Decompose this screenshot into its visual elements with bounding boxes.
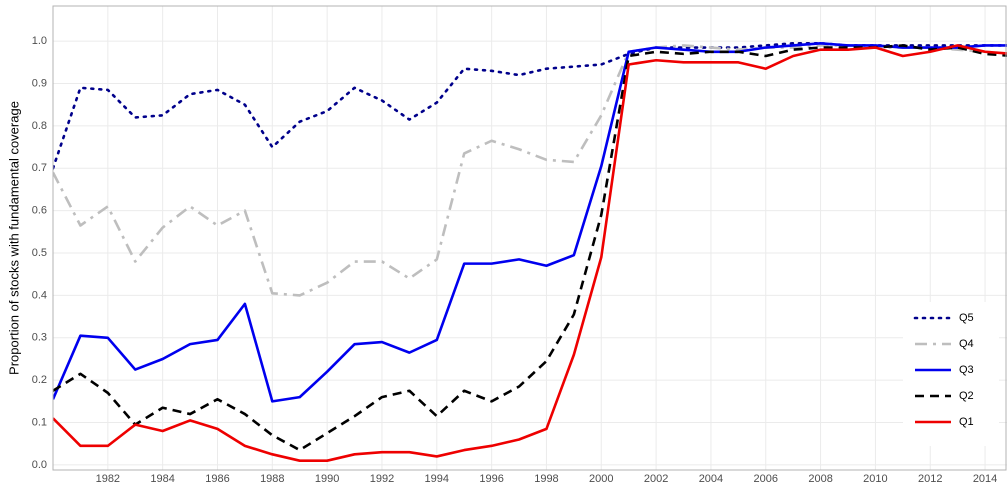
x-tick-label: 1984 xyxy=(150,473,174,485)
y-tick-label: 0.7 xyxy=(32,162,47,174)
series-line xyxy=(53,41,1007,170)
y-tick-label: 0.1 xyxy=(32,416,47,428)
x-tick-label: 1988 xyxy=(260,473,284,485)
series-line xyxy=(53,41,1007,403)
x-tick-label: 2002 xyxy=(644,473,668,485)
x-tick-label: 2008 xyxy=(808,473,832,485)
x-tick-label: 1992 xyxy=(370,473,394,485)
plot-lines xyxy=(53,41,1007,462)
y-tick-label: 0.3 xyxy=(32,332,47,344)
grid xyxy=(53,6,1007,470)
y-tick-label: 0.5 xyxy=(32,247,47,259)
x-tick-label: 2006 xyxy=(754,473,778,485)
legend-label: Q5 xyxy=(959,312,974,324)
legend-label: Q3 xyxy=(959,364,974,376)
legend-label: Q4 xyxy=(959,338,974,350)
y-tick-label: 0.6 xyxy=(32,205,47,217)
y-tick-label: 1.0 xyxy=(32,35,47,47)
x-tick-label: 1982 xyxy=(96,473,120,485)
series-line xyxy=(53,44,1007,452)
legend-label: Q1 xyxy=(959,416,974,428)
x-tick-label: 2014 xyxy=(973,473,997,485)
y-tick-label: 0.2 xyxy=(32,374,47,386)
y-tick-label: 0.0 xyxy=(32,459,47,471)
x-tick-label: 1998 xyxy=(534,473,558,485)
series-line xyxy=(53,44,1007,462)
x-tick-label: 2000 xyxy=(589,473,613,485)
plot-border xyxy=(52,5,1007,471)
legend-label: Q2 xyxy=(959,390,974,402)
legend-box xyxy=(903,302,999,446)
y-tick-label: 0.4 xyxy=(32,289,47,301)
y-tick-label: 0.8 xyxy=(32,120,47,132)
y-tick-label: 0.9 xyxy=(32,77,47,89)
x-tick-label: 1994 xyxy=(425,473,449,485)
legend: Q5 Q4 Q3 Q2 Q1 xyxy=(903,302,999,446)
x-tick-label: 2004 xyxy=(699,473,723,485)
x-tick-label: 1990 xyxy=(315,473,339,485)
x-tick-label: 2012 xyxy=(918,473,942,485)
x-tick-label: 1986 xyxy=(205,473,229,485)
x-tick-label: 1996 xyxy=(479,473,503,485)
y-axis-label: Proportion of stocks with fundamental co… xyxy=(6,101,21,375)
x-tick-label: 2010 xyxy=(863,473,887,485)
